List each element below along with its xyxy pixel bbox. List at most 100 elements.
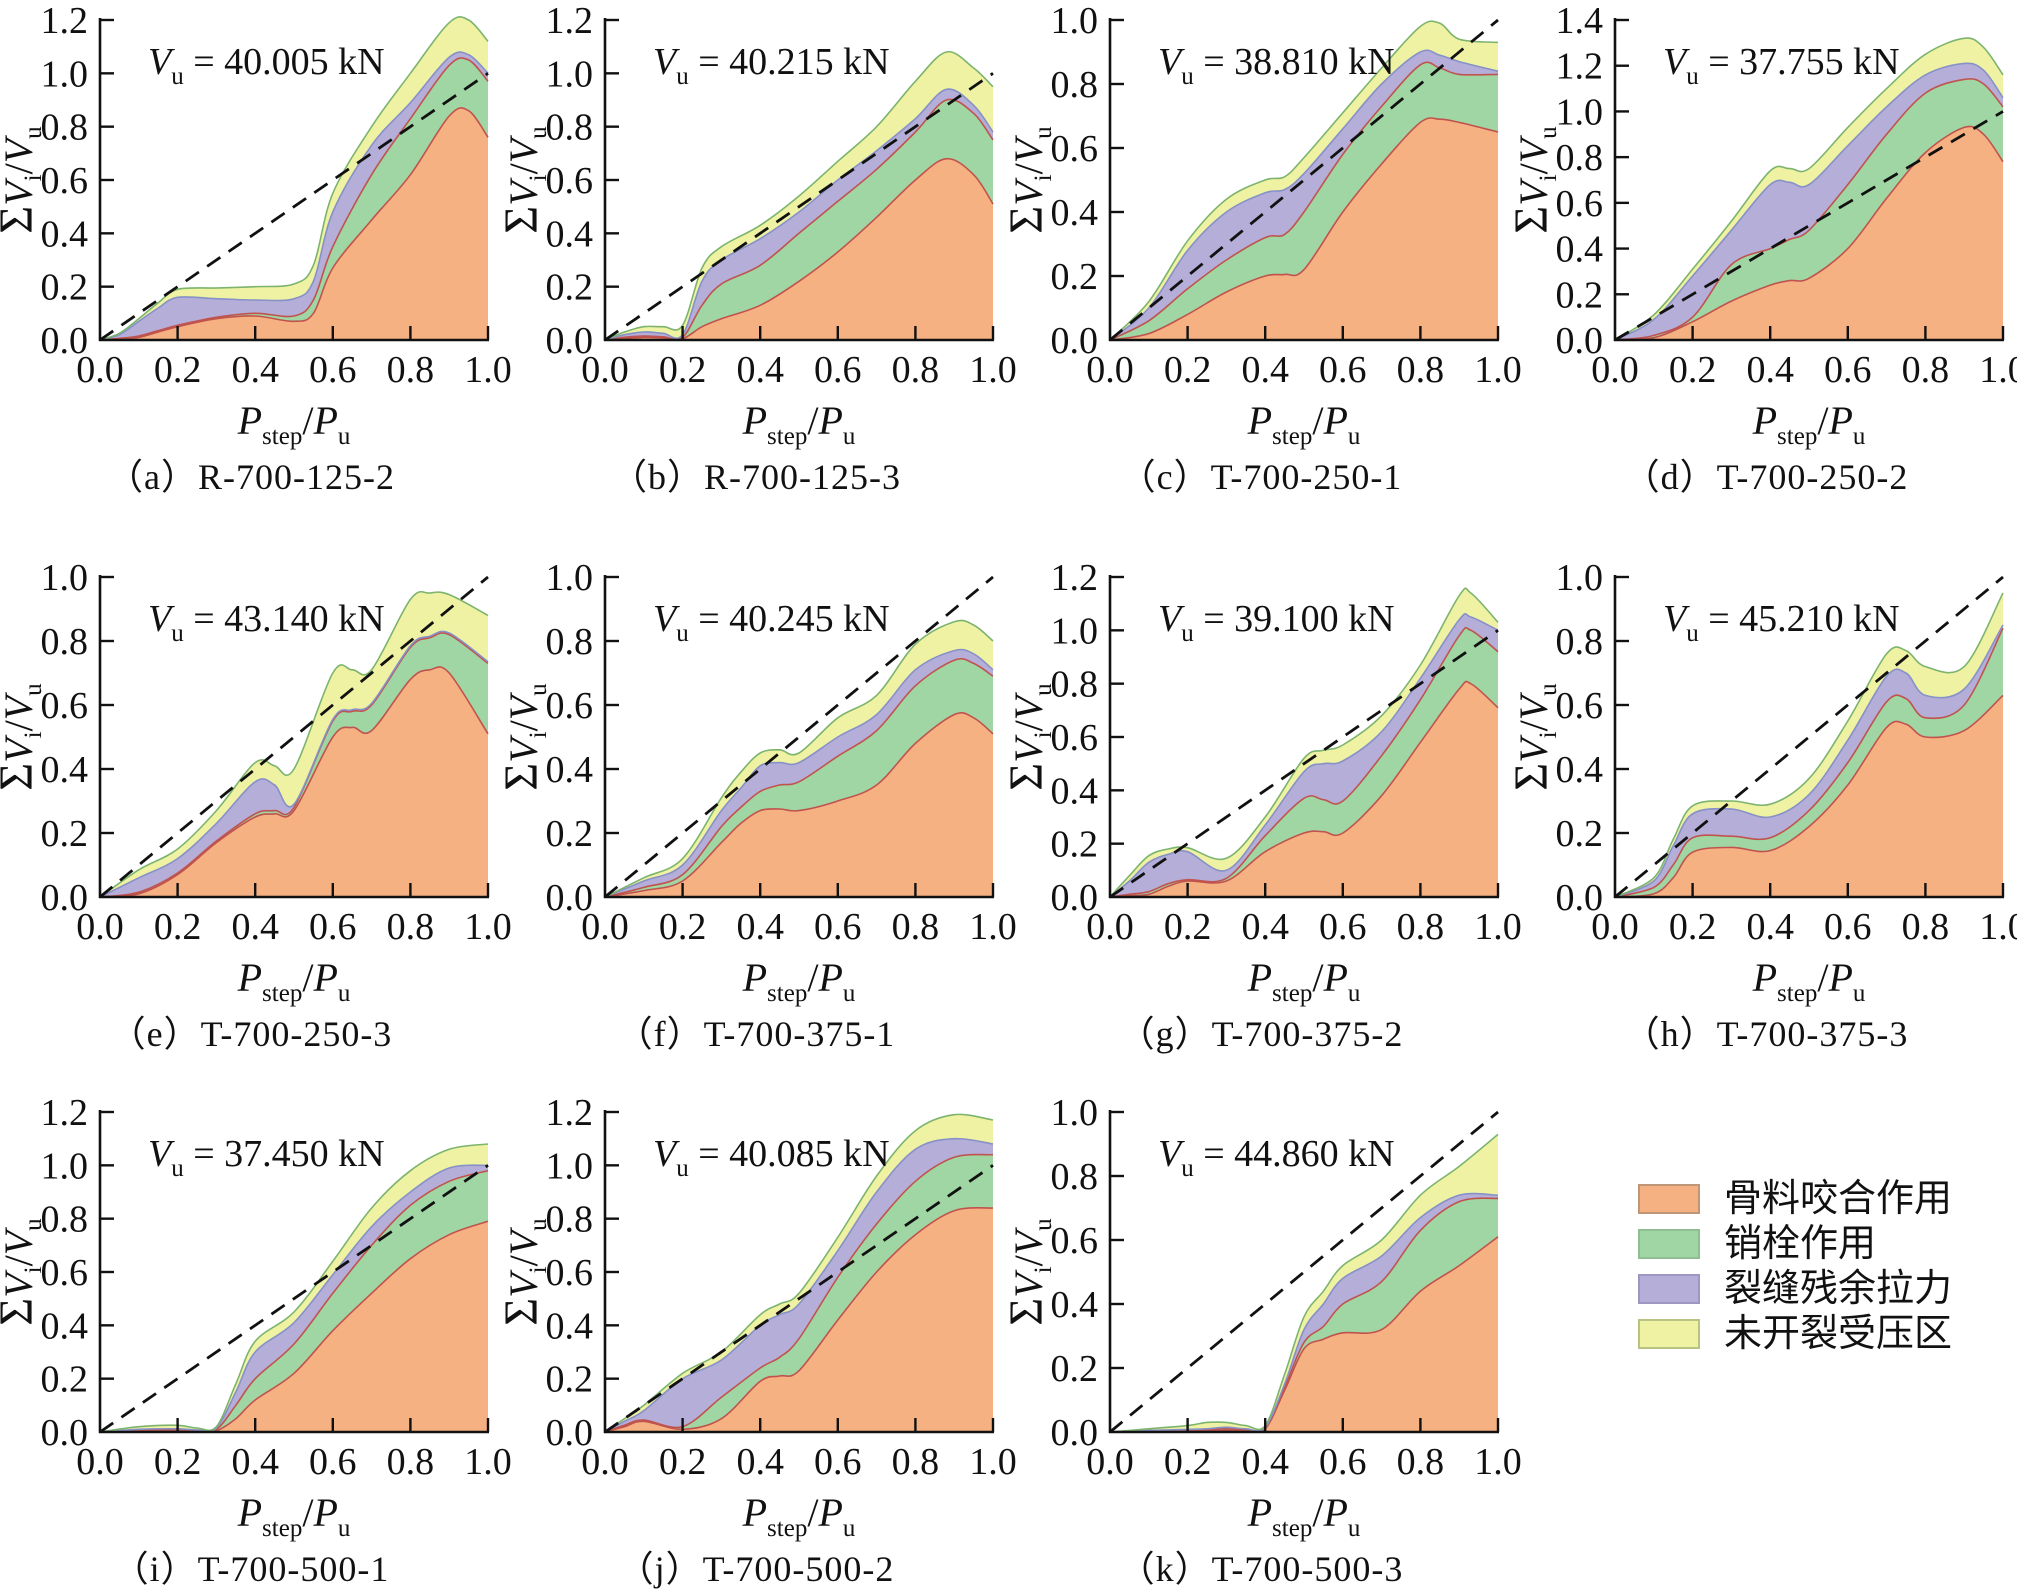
svg-text:0.6: 0.6 — [1051, 128, 1099, 170]
svg-text:1.0: 1.0 — [1474, 906, 1522, 948]
svg-text:Pstep/Pu: Pstep/Pu — [237, 955, 351, 1007]
svg-text:0.8: 0.8 — [387, 906, 435, 948]
svg-text:0.2: 0.2 — [1556, 274, 1604, 316]
dowel-swatch-icon — [1638, 1229, 1700, 1259]
subplot-d-chart: 0.00.20.40.60.81.01.21.40.0 0.2 0.4 0.6 0.8 1… — [1505, 0, 2017, 450]
svg-text:Vu = 40.085 kN: Vu = 40.085 kN — [653, 1133, 890, 1182]
svg-text:0.0: 0.0 — [546, 877, 594, 919]
svg-text:0.4: 0.4 — [1051, 1284, 1099, 1326]
svg-text:0.4: 0.4 — [546, 749, 594, 791]
svg-text:0.8: 0.8 — [546, 621, 594, 663]
svg-text:1.0: 1.0 — [1051, 0, 1099, 42]
svg-text:ΣVi/Vu: ΣVi/Vu — [1505, 683, 1562, 791]
legend-label-residual: 裂缝残余拉力 — [1724, 1268, 1953, 1310]
svg-text:0.2: 0.2 — [1164, 349, 1212, 391]
subplot-c: 0.0 0.2 0.4 0.6 0.8 1.0 0.0 0.2 0.4 0.6 0.8 1.0 Vu =… — [1000, 0, 1522, 500]
svg-text:1.2: 1.2 — [546, 1092, 594, 1134]
svg-text:0.6: 0.6 — [814, 1441, 862, 1483]
svg-text:1.0: 1.0 — [1979, 906, 2017, 948]
svg-text:0.6: 0.6 — [546, 1252, 594, 1294]
svg-text:1.4: 1.4 — [1556, 0, 1604, 42]
svg-text:1.2: 1.2 — [41, 0, 89, 42]
svg-text:Vu = 40.215 kN: Vu = 40.215 kN — [653, 41, 890, 90]
svg-text:0.2: 0.2 — [1164, 1441, 1212, 1483]
svg-text:ΣVi/Vu: ΣVi/Vu — [1000, 1218, 1057, 1326]
subplot-d: 0.0 0.2 0.4 0.6 0.8 1.0 1.2 1.4 0.0 0.2 0.4 0.6 0.8 1… — [1505, 0, 2017, 500]
svg-text:0.8: 0.8 — [1397, 906, 1445, 948]
subplot-e-chart: 0.0 0.2 0.4 0.6 0.8 1.0 0.0 0.2 0.4 0.6 0.8 1.0 Vu =… — [0, 557, 512, 1007]
svg-text:0.4: 0.4 — [231, 1441, 279, 1483]
svg-text:0.8: 0.8 — [41, 621, 89, 663]
subplot-c-chart: 0.0 0.2 0.4 0.6 0.8 1.0 0.0 0.2 0.4 0.6 0.8 1.0 Vu =… — [1000, 0, 1522, 450]
subplot-g-caption: （g）T-700-375-2 — [1118, 1014, 1404, 1054]
subplot-a-caption: （a）R-700-125-2 — [107, 457, 395, 497]
svg-text:0.4: 0.4 — [1051, 770, 1099, 812]
svg-text:1.0: 1.0 — [969, 349, 1017, 391]
subplot-h-chart: 0.0 0.2 0.4 0.6 0.8 1.0 0.0 0.2 0.4 0.6 0.8 1.0 Vu =… — [1505, 557, 2017, 1007]
svg-text:1.0: 1.0 — [41, 557, 89, 599]
svg-text:0.6: 0.6 — [309, 1441, 357, 1483]
legend-label-uncracked: 未开裂受压区 — [1724, 1313, 1953, 1355]
svg-text:ΣVi/Vu: ΣVi/Vu — [495, 683, 552, 791]
subplot-i-chart: 0.0 0.2 0.4 0.6 0.8 1.0 1.2 0.0 0.2 0.4 0.6 0.8 1.0 V… — [0, 1092, 512, 1542]
svg-text:1.0: 1.0 — [41, 53, 89, 95]
svg-text:0.0: 0.0 — [76, 349, 124, 391]
legend-label-aggregate: 骨料咬合作用 — [1724, 1178, 1953, 1220]
svg-text:0.8: 0.8 — [546, 107, 594, 149]
svg-text:0.2: 0.2 — [659, 906, 707, 948]
subplot-k-chart: 0.0 0.2 0.4 0.6 0.8 1.0 0.0 0.2 0.4 0.6 0.8 1.0 Vu =… — [1000, 1092, 1522, 1542]
svg-text:0.4: 0.4 — [546, 1305, 594, 1347]
svg-text:1.0: 1.0 — [546, 1145, 594, 1187]
svg-text:1.0: 1.0 — [969, 906, 1017, 948]
svg-text:0.2: 0.2 — [41, 1359, 89, 1401]
subplot-e-caption: （e）T-700-250-3 — [109, 1014, 393, 1054]
svg-text:0.2: 0.2 — [546, 267, 594, 309]
subplot-f-chart: 0.0 0.2 0.4 0.6 0.8 1.0 0.0 0.2 0.4 0.6 0.8 1.0 Vu =… — [495, 557, 1017, 1007]
svg-text:Pstep/Pu: Pstep/Pu — [1752, 398, 1866, 450]
svg-text:0.6: 0.6 — [41, 1252, 89, 1294]
svg-text:0.0: 0.0 — [1591, 349, 1639, 391]
svg-text:1.0: 1.0 — [546, 557, 594, 599]
svg-text:0.2: 0.2 — [1051, 824, 1099, 866]
svg-text:0.6: 0.6 — [309, 349, 357, 391]
svg-text:0.8: 0.8 — [41, 107, 89, 149]
svg-text:0.8: 0.8 — [1902, 906, 1950, 948]
svg-text:0.0: 0.0 — [546, 1412, 594, 1454]
subplot-j: 0.0 0.2 0.4 0.6 0.8 1.0 1.2 0.0 0.2 0.4 0.6 0.8 1.0 V… — [495, 1092, 1017, 1592]
svg-text:0.8: 0.8 — [1397, 349, 1445, 391]
svg-text:0.2: 0.2 — [1556, 813, 1604, 855]
svg-text:0.6: 0.6 — [546, 685, 594, 727]
svg-text:1.0: 1.0 — [1051, 1092, 1099, 1134]
svg-text:Pstep/Pu: Pstep/Pu — [742, 398, 856, 450]
svg-text:0.6: 0.6 — [1051, 717, 1099, 759]
svg-text:Pstep/Pu: Pstep/Pu — [742, 955, 856, 1007]
svg-text:Pstep/Pu: Pstep/Pu — [1752, 955, 1866, 1007]
svg-text:0.6: 0.6 — [1319, 349, 1367, 391]
legend-item-uncracked: 未开裂受压区 — [1638, 1313, 2010, 1355]
svg-text:0.4: 0.4 — [41, 749, 89, 791]
subplot-g: 0.0 0.2 0.4 0.6 0.8 1.0 1.2 0.0 0.2 0.4 0.6 0.8 1.0 V… — [1000, 557, 1522, 1057]
svg-text:ΣVi/Vu: ΣVi/Vu — [0, 683, 47, 791]
subplot-a: 0.0 0.2 0.4 0.6 0.8 1.0 1.2 0.0 0.2 0.4 0.6 0.8 1.0 V… — [0, 0, 512, 500]
svg-text:0.8: 0.8 — [41, 1199, 89, 1241]
svg-text:0.6: 0.6 — [1556, 183, 1604, 225]
svg-text:Vu = 40.005 kN: Vu = 40.005 kN — [148, 41, 385, 90]
subplot-e: 0.0 0.2 0.4 0.6 0.8 1.0 0.0 0.2 0.4 0.6 0.8 1.0 Vu =… — [0, 557, 512, 1057]
svg-text:ΣVi/Vu: ΣVi/Vu — [0, 126, 47, 234]
svg-text:0.0: 0.0 — [581, 1441, 629, 1483]
legend-item-residual: 裂缝残余拉力 — [1638, 1268, 2010, 1310]
svg-text:0.2: 0.2 — [154, 1441, 202, 1483]
svg-text:0.4: 0.4 — [41, 213, 89, 255]
svg-text:0.8: 0.8 — [892, 349, 940, 391]
uncracked-swatch-icon — [1638, 1319, 1700, 1349]
svg-text:0.2: 0.2 — [154, 349, 202, 391]
aggregate-swatch-icon — [1638, 1184, 1700, 1214]
svg-text:0.2: 0.2 — [546, 1359, 594, 1401]
legend-item-dowel: 销栓作用 — [1638, 1225, 2010, 1263]
svg-text:0.0: 0.0 — [1591, 906, 1639, 948]
svg-text:0.6: 0.6 — [41, 160, 89, 202]
svg-text:0.0: 0.0 — [1556, 320, 1604, 362]
svg-text:0.4: 0.4 — [736, 1441, 784, 1483]
subplot-i-caption: （i）T-700-500-1 — [112, 1549, 390, 1589]
svg-text:0.6: 0.6 — [1556, 685, 1604, 727]
